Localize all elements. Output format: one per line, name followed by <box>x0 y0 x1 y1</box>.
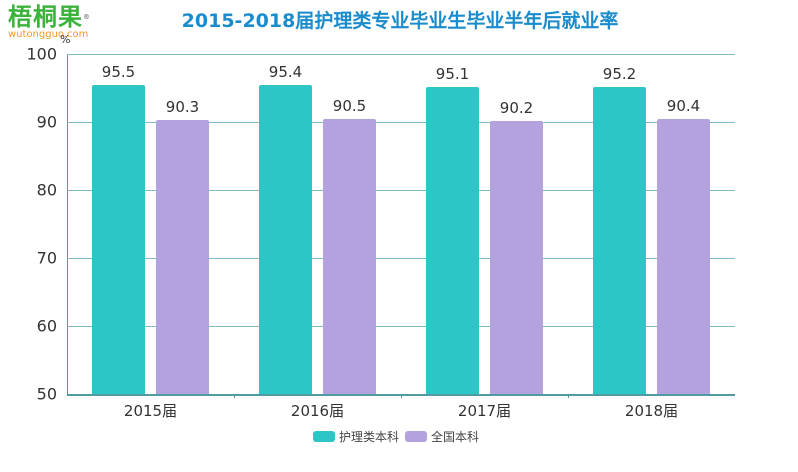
y-tick-label: 60 <box>36 316 57 336</box>
plot-area: 50 60 70 80 90 100 95.5 90.3 2015届 95.4 90.5 2016届 9… <box>26 45 735 420</box>
bar <box>323 118 376 394</box>
bar-value-label: 90.5 <box>332 96 367 115</box>
bar <box>657 119 710 394</box>
y-tick-label: 50 <box>36 384 57 404</box>
gridline <box>67 326 735 327</box>
chart-title: 2015-2018届护理类专业毕业生毕业半年后就业率 <box>181 10 619 32</box>
bar <box>490 120 543 394</box>
x-tick-mark <box>401 394 402 398</box>
y-axis-unit: % <box>60 33 71 46</box>
x-tick-label: 2015届 <box>123 402 178 420</box>
x-tick-label: 2017届 <box>457 402 512 420</box>
y-tick-label: 90 <box>36 112 57 132</box>
bar <box>92 84 145 394</box>
bar <box>593 86 646 394</box>
legend-label: 护理类本科 <box>339 430 400 444</box>
x-tick-label: 2018届 <box>624 402 679 420</box>
y-tick-label: 100 <box>26 44 57 64</box>
bar <box>156 119 209 394</box>
gridline <box>67 190 735 191</box>
legend-swatch <box>313 431 335 442</box>
bar-value-label: 90.3 <box>165 97 200 116</box>
bar-value-label: 95.5 <box>101 62 136 81</box>
legend-item: 护理类本科 <box>313 428 399 445</box>
gridline <box>67 258 735 259</box>
gridline <box>67 122 735 123</box>
x-tick-mark <box>234 394 235 398</box>
logo: 梧桐果® wutongguo.com <box>8 4 91 40</box>
legend-label: 全国本科 <box>431 430 480 444</box>
logo-url: wutongguo.com <box>8 29 89 40</box>
bar-value-label: 95.2 <box>602 64 637 83</box>
gridline <box>67 54 735 55</box>
y-tick-label: 80 <box>36 180 57 200</box>
bar-value-label: 90.2 <box>499 98 534 117</box>
legend: 护理类本科 全国本科 <box>313 428 485 445</box>
bar <box>426 87 479 394</box>
x-tick-mark <box>568 394 569 398</box>
bar-value-label: 90.4 <box>666 97 701 116</box>
x-tick-label: 2016届 <box>290 402 345 420</box>
y-tick-label: 70 <box>36 248 57 268</box>
y-axis <box>67 54 68 394</box>
bar-value-label: 95.1 <box>435 65 470 84</box>
logo-text: 梧桐果® <box>8 3 91 31</box>
bar-value-label: 95.4 <box>268 63 303 82</box>
legend-swatch <box>405 431 428 442</box>
legend-item: 全国本科 <box>405 428 479 445</box>
registered-mark: ® <box>83 13 91 21</box>
bar <box>259 85 312 394</box>
